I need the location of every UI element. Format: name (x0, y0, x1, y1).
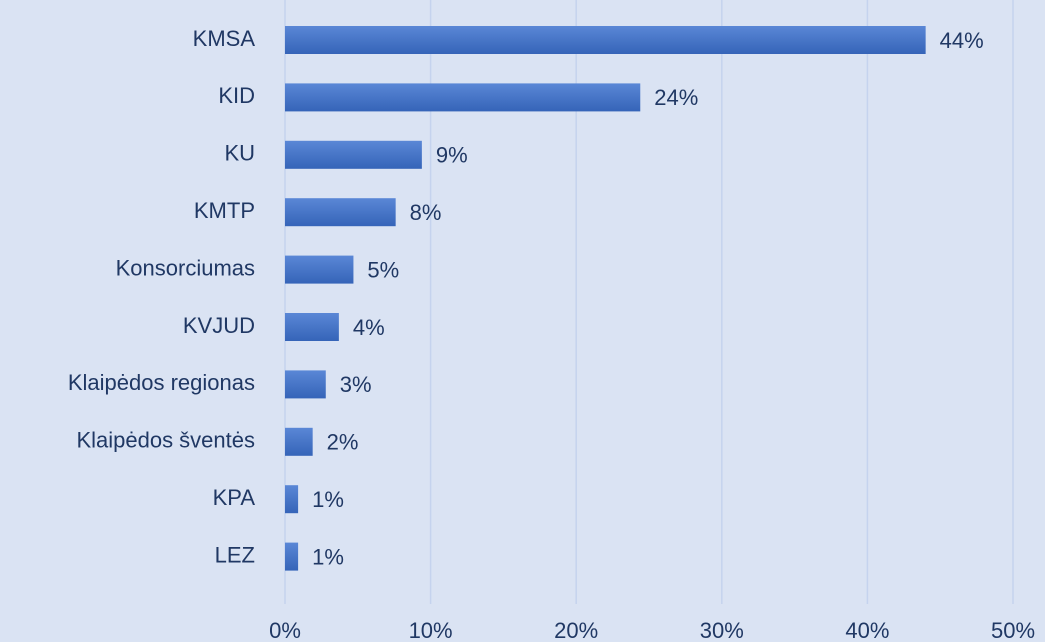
data-label: 1% (312, 487, 344, 512)
bar (285, 140, 422, 169)
bar (285, 255, 354, 284)
data-label: 5% (367, 257, 399, 282)
data-label: 4% (353, 315, 385, 340)
bar (285, 83, 641, 112)
y-tick-label: KMTP (194, 198, 255, 223)
bar (285, 485, 299, 514)
y-tick-label: Klaipėdos regionas (68, 370, 255, 395)
bar (285, 198, 396, 227)
data-label: 8% (410, 200, 442, 225)
data-label: 1% (312, 544, 344, 569)
data-label: 3% (340, 372, 372, 397)
y-tick-label: KID (218, 83, 255, 108)
bar (285, 370, 326, 399)
y-tick-label: KPA (213, 485, 256, 510)
bar (285, 542, 299, 571)
data-label: 24% (654, 85, 698, 110)
y-tick-label: Konsorciumas (116, 255, 255, 280)
data-label: 44% (940, 28, 984, 53)
data-label: 9% (436, 143, 468, 168)
y-tick-label: LEZ (215, 542, 255, 567)
x-tick-label: 0% (269, 618, 301, 642)
y-tick-label: KMSA (193, 26, 256, 51)
y-tick-label: KU (224, 141, 255, 166)
bar (285, 427, 313, 456)
data-label: 2% (327, 430, 359, 455)
bar (285, 313, 339, 341)
x-tick-label: 40% (845, 618, 889, 642)
y-tick-label: Klaipėdos šventės (76, 428, 255, 453)
x-tick-label: 30% (700, 618, 744, 642)
x-tick-label: 50% (991, 618, 1035, 642)
x-tick-label: 20% (554, 618, 598, 642)
bar (285, 26, 926, 54)
x-tick-label: 10% (409, 618, 453, 642)
y-tick-label: KVJUD (183, 313, 255, 338)
